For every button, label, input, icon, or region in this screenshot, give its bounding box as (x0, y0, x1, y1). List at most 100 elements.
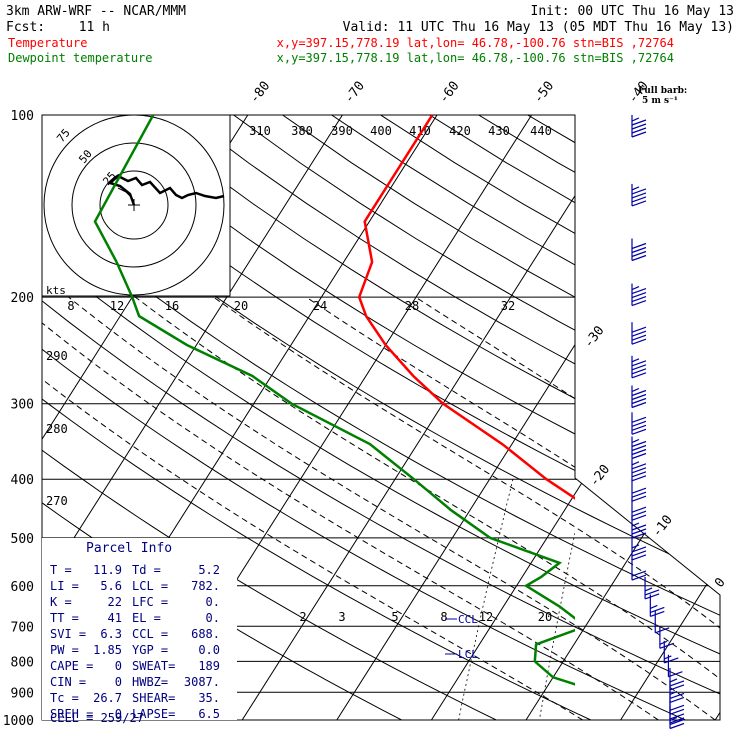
pressure-label: 300 (11, 398, 34, 413)
parcel-info-background (42, 538, 237, 720)
speed-tick-label: 8 (67, 299, 74, 313)
dry-adiabat (86, 115, 720, 720)
parcel-info-value: SHEAR= (132, 691, 175, 705)
forecast-label: Fcst: (6, 20, 45, 35)
pressure-label: 1000 (3, 714, 34, 729)
mixing-ratio-label: 2 (299, 610, 306, 624)
wind-barb (631, 498, 647, 521)
left-isotherm-label: 290 (46, 349, 68, 363)
parcel-info-value: T = (50, 563, 72, 577)
parcel-info-value: 41 (108, 611, 122, 625)
sounding-profiles (93, 115, 575, 686)
parcel-info-value: 782. (191, 579, 220, 593)
temperature-profile (357, 115, 575, 500)
temp-tick-label: -10 (650, 513, 676, 541)
temp-tick-label: -50 (531, 79, 557, 107)
wind-barb (631, 283, 647, 307)
pressure-label: 400 (11, 473, 34, 488)
wind-barb (631, 183, 647, 207)
wind-barb (631, 436, 647, 460)
temp-tick-label: -20 (587, 462, 613, 490)
mixing-ratio-label: 8 (440, 610, 447, 624)
init-time: Init: 00 UTC Thu 16 May 13 (531, 4, 735, 19)
theta-label: 420 (449, 124, 471, 138)
parcel-info-value: YGP = (132, 643, 168, 657)
wind-barb (667, 654, 683, 678)
wind-barb (663, 640, 679, 664)
left-isotherm-labels: 290 280 270 (46, 349, 68, 508)
parcel-info-value: 11.9 (93, 563, 122, 577)
parcel-info-value: 26.7 (93, 691, 122, 705)
pressure-label: 200 (11, 291, 34, 306)
hodograph-trace-inner (117, 187, 135, 206)
dry-adiabat (724, 115, 740, 720)
hodograph-ring-50 (71, 142, 197, 268)
wind-barb (631, 516, 647, 539)
parcel-info-value: EL = (132, 611, 161, 625)
wind-barb (631, 322, 647, 345)
theta-label: 310 (249, 124, 271, 138)
wind-barb (654, 610, 670, 634)
parcel-info-value: PW = (50, 643, 79, 657)
speed-tick-label: 32 (501, 299, 515, 313)
temperature-axis-labels: -80-70-60-50-40-30-20-1001020 (247, 79, 729, 591)
forecast-hours: 11 h (79, 20, 110, 35)
speed-tick-label: 16 (165, 299, 179, 313)
pressure-label: 700 (11, 620, 34, 635)
temp-tick-label: -60 (436, 79, 462, 107)
parcel-info-value: 688. (191, 627, 220, 641)
dewpoint-profile (93, 115, 575, 686)
mixing-ratio-label: 5 (391, 610, 398, 624)
theta-label: 430 (488, 124, 510, 138)
parcel-info-value: 6.5 (198, 707, 220, 721)
wind-barb (669, 667, 685, 691)
wind-barb (631, 115, 647, 138)
parcel-info-value: 6.3 (100, 627, 122, 641)
isotherm (241, 115, 627, 720)
mixing-ratio-line (720, 479, 740, 720)
parcel-info-value: SWEAT= (132, 659, 175, 673)
parcel-info-value: 35. (198, 691, 220, 705)
dry-adiabat (42, 115, 686, 720)
parcel-info-value: 3087. (184, 675, 220, 689)
parcel-info-value: 0. (206, 595, 220, 609)
ccl-label: CCL (458, 613, 478, 626)
parcel-info-value: HWBZ= (132, 675, 168, 689)
speed-tick-label: 24 (313, 299, 327, 313)
parcel-info-value: Tc = (50, 691, 79, 705)
hodograph: 25 50 75 (41, 114, 231, 297)
parcel-info-value: SREH = (50, 707, 93, 721)
parcel-info-value: 189 (198, 659, 220, 673)
parcel-info-value: 5.6 (100, 579, 122, 593)
parcel-info-value: 0 (115, 659, 122, 673)
isotherm (336, 115, 720, 720)
pressure-label: 600 (11, 580, 34, 595)
lcl-ccl-markers: CCL LCL (445, 613, 478, 661)
mixing-ratio-labels: 2 3 5 8 12 20 (299, 610, 552, 624)
wind-barb (631, 558, 647, 581)
parcel-info-value: 0 (115, 707, 122, 721)
theta-label: 400 (370, 124, 392, 138)
wind-barb (631, 479, 647, 502)
isotherm (42, 115, 343, 720)
parcel-info-title: Parcel Info (86, 541, 172, 556)
dry-adiabat (42, 115, 720, 720)
model-title: 3km ARW-WRF -- NCAR/MMM (6, 4, 186, 19)
hodograph-trace (107, 174, 225, 206)
parcel-info-value: LAPSE= (132, 707, 175, 721)
wind-barb (659, 626, 675, 649)
parcel-info-value: LI = (50, 579, 79, 593)
barb-legend-line2: 5 m s⁻¹ (642, 96, 678, 106)
wind-barb (631, 385, 647, 409)
dry-adiabat (478, 115, 720, 720)
wind-barb (631, 412, 647, 435)
mixing-ratio-label: 20 (538, 610, 552, 624)
parcel-info-value: 22 (108, 595, 122, 609)
pressure-label: 900 (11, 686, 34, 701)
parcel-info-value: 0 (115, 675, 122, 689)
pressure-label: 800 (11, 655, 34, 670)
pressure-label: 100 (11, 109, 34, 124)
left-isotherm-label: 280 (46, 422, 68, 436)
parcel-info-box: Parcel Info CELL = 259/27 T = 11.9 Td = 5.2… (42, 538, 237, 725)
speed-tick-label: 28 (405, 299, 419, 313)
